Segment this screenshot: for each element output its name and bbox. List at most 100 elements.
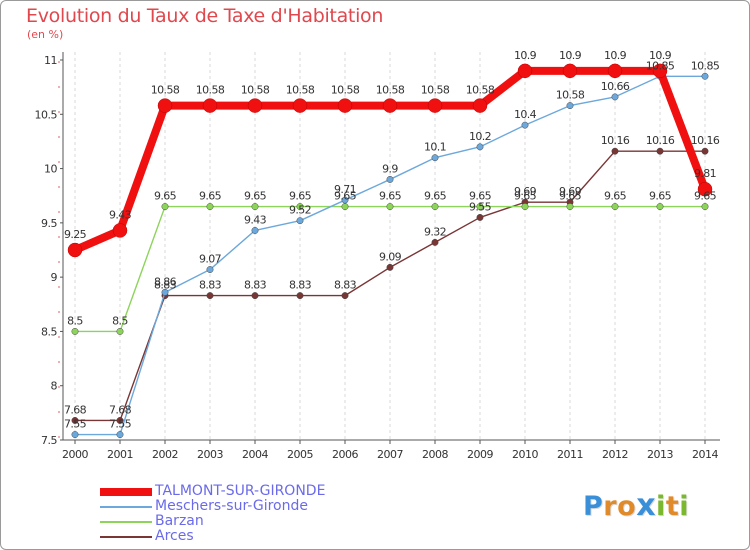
- data-point: [607, 63, 623, 79]
- data-point: [521, 121, 529, 129]
- data-label: 8.83: [334, 279, 357, 292]
- data-point: [161, 288, 169, 296]
- data-point: [562, 63, 578, 79]
- data-label: 8.5: [67, 314, 83, 327]
- data-label: 10.85: [691, 59, 720, 72]
- data-label: 9.69: [514, 185, 537, 198]
- legend-item: TALMONT-SUR-GIRONDE: [100, 484, 400, 499]
- x-tick-label: 2006: [332, 448, 358, 461]
- legend-label: Meschers-sur-Gironde: [155, 498, 308, 514]
- data-label: 8.83: [199, 279, 222, 292]
- data-point: [476, 143, 484, 151]
- data-label: 10.9: [514, 49, 537, 62]
- data-label: 9.65: [604, 190, 627, 203]
- x-tick-label: 2001: [107, 448, 133, 461]
- data-point: [292, 98, 308, 113]
- data-label: 8.83: [244, 279, 267, 292]
- data-label: 9.81: [694, 167, 716, 180]
- data-point: [251, 292, 259, 300]
- data-point: [431, 154, 439, 162]
- legend-item: Meschers-sur-Gironde: [100, 499, 400, 514]
- data-label: 10.58: [241, 84, 270, 97]
- legend-label: Arces: [155, 528, 194, 544]
- data-label: 9.65: [694, 190, 717, 203]
- data-label: 9.65: [244, 190, 267, 203]
- data-point: [386, 263, 394, 271]
- data-point: [566, 102, 574, 110]
- data-label: 9.65: [559, 190, 582, 203]
- data-point: [431, 203, 439, 211]
- data-point: [431, 238, 439, 246]
- data-label: 9.43: [244, 213, 267, 226]
- x-tick-label: 2012: [602, 448, 628, 461]
- data-label: 9.65: [649, 190, 672, 203]
- y-tick-label: 9: [51, 271, 58, 284]
- legend-swatch: [100, 488, 152, 496]
- data-point: [71, 327, 79, 335]
- data-label: 9.65: [199, 190, 222, 203]
- y-tick-label: 7.5: [41, 434, 57, 447]
- chart-subtitle: (en %): [27, 28, 64, 41]
- logo-letter: P: [583, 491, 604, 522]
- data-label: 10.66: [601, 80, 630, 93]
- data-label: 9.9: [382, 162, 398, 175]
- data-point: [382, 98, 398, 113]
- data-point: [67, 242, 83, 258]
- data-label: 9.07: [199, 253, 222, 266]
- data-point: [251, 203, 259, 211]
- data-point: [521, 203, 529, 211]
- y-tick-label: 8.5: [41, 325, 57, 338]
- data-label: 9.25: [64, 228, 87, 241]
- data-label: 9.65: [334, 190, 357, 203]
- data-label: 10.9: [649, 49, 672, 62]
- data-label: 9.52: [289, 204, 311, 217]
- data-point: [116, 431, 124, 439]
- x-tick-label: 2002: [152, 448, 178, 461]
- data-label: 7.55: [109, 418, 132, 431]
- data-point: [71, 431, 79, 439]
- data-label: 9.09: [379, 250, 402, 263]
- data-point: [116, 417, 124, 424]
- data-point: [112, 223, 128, 238]
- x-tick-label: 2009: [467, 448, 493, 461]
- data-label: 9.55: [469, 200, 492, 213]
- data-label: 10.58: [556, 89, 585, 102]
- logo-letter: r: [603, 491, 618, 522]
- logo-letter: o: [617, 491, 637, 522]
- x-tick-label: 2013: [647, 448, 673, 461]
- x-tick-label: 2011: [557, 448, 583, 461]
- data-label: 10.16: [601, 134, 630, 147]
- x-tick-label: 2005: [287, 448, 313, 461]
- data-point: [476, 213, 484, 221]
- legend-swatch: [100, 506, 152, 508]
- legend-swatch: [100, 536, 152, 538]
- chart-legend: TALMONT-SUR-GIRONDE Meschers-sur-Gironde B…: [100, 484, 400, 544]
- x-tick-label: 2000: [62, 448, 88, 461]
- proxiti-logo: Proxiti: [583, 488, 689, 523]
- data-point: [566, 203, 574, 211]
- data-label: 7.68: [109, 403, 132, 416]
- x-tick-label: 2010: [512, 448, 538, 461]
- data-label: 9.65: [514, 190, 537, 203]
- data-label: 10.58: [331, 84, 360, 97]
- data-point: [206, 292, 214, 300]
- data-label: 10.58: [466, 84, 495, 97]
- x-tick-label: 2004: [242, 448, 268, 461]
- x-tick-label: 2014: [692, 448, 718, 461]
- data-point: [337, 98, 353, 113]
- data-label: 8.83: [289, 279, 312, 292]
- data-label: 8.86: [154, 275, 177, 288]
- data-label: 10.16: [646, 134, 675, 147]
- data-label: 10.58: [376, 84, 405, 97]
- data-point: [701, 203, 709, 211]
- data-point: [386, 175, 394, 183]
- data-label: 10.9: [559, 49, 582, 62]
- data-point: [202, 98, 218, 113]
- y-tick-label: 9.5: [41, 217, 57, 230]
- data-point: [296, 292, 304, 300]
- data-point: [656, 203, 664, 211]
- data-point: [427, 98, 443, 113]
- logo-letter: t: [665, 491, 680, 522]
- data-label: 10.1: [424, 141, 446, 154]
